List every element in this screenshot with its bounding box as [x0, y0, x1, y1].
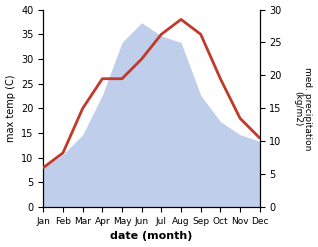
X-axis label: date (month): date (month) [110, 231, 193, 242]
Y-axis label: med. precipitation
(kg/m2): med. precipitation (kg/m2) [293, 67, 313, 150]
Y-axis label: max temp (C): max temp (C) [5, 75, 16, 142]
